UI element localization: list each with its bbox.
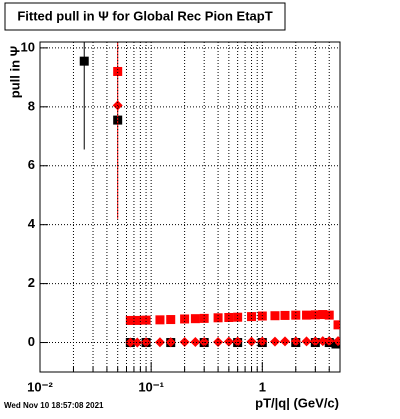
marker (302, 310, 312, 320)
y-tick-label: 10 (21, 39, 35, 54)
marker (233, 312, 243, 322)
marker (132, 337, 143, 348)
y-axis-title: pull in Ψ (7, 46, 22, 98)
marker (331, 339, 340, 349)
y-tick-label: 8 (28, 98, 35, 113)
marker (224, 312, 234, 322)
marker (269, 336, 280, 347)
timestamp: Wed Nov 10 18:57:08 2021 (4, 401, 104, 410)
marker (79, 56, 89, 66)
marker (165, 337, 176, 348)
marker (166, 315, 176, 325)
marker (247, 312, 257, 322)
marker (257, 336, 268, 347)
marker (310, 310, 320, 320)
marker (125, 315, 135, 325)
marker (232, 336, 243, 347)
y-tick-label: 6 (28, 157, 35, 172)
marker (132, 315, 142, 325)
marker (318, 310, 328, 320)
x-tick-label: 1 (259, 379, 266, 394)
marker (317, 336, 328, 347)
marker (279, 336, 290, 347)
marker (155, 315, 165, 325)
marker (290, 336, 301, 347)
marker (246, 336, 257, 347)
marker (223, 336, 234, 347)
marker (310, 336, 321, 347)
marker (113, 66, 123, 76)
y-tick-label: 0 (28, 334, 35, 349)
marker (190, 314, 200, 324)
marker (333, 336, 340, 347)
marker (213, 336, 224, 347)
marker (257, 311, 267, 321)
x-tick-label: 10⁻² (27, 379, 53, 394)
marker (270, 311, 280, 321)
x-axis-title: pT/|q| (GeV/c) (255, 395, 339, 410)
marker (324, 336, 335, 347)
marker (199, 336, 210, 347)
marker (301, 336, 312, 347)
y-tick-label: 2 (28, 275, 35, 290)
marker (154, 337, 165, 348)
chart-title: Fitted pull in Ψ for Global Rec Pion Eta… (17, 8, 272, 23)
marker (141, 315, 151, 325)
x-tick-label: 10⁻¹ (138, 379, 164, 394)
marker (190, 336, 201, 347)
marker (213, 313, 223, 323)
marker (280, 310, 290, 320)
marker (179, 336, 190, 347)
y-tick-label: 4 (28, 216, 36, 231)
title-box (4, 2, 286, 31)
marker (333, 320, 340, 330)
